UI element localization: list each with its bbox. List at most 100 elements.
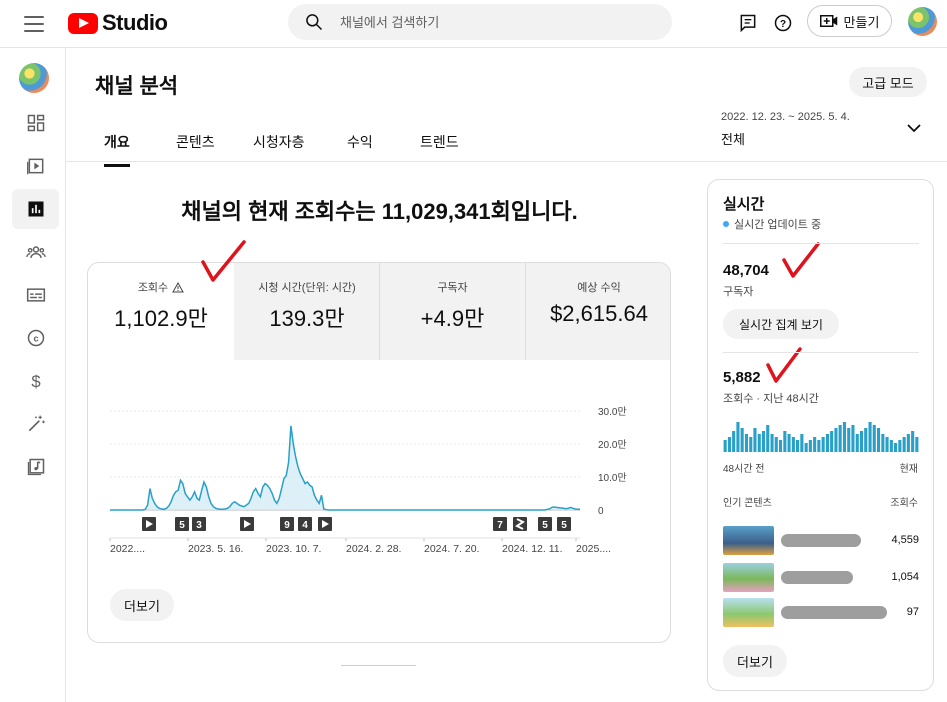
chart-marker: [538, 517, 552, 531]
studio-logo[interactable]: Studio: [68, 10, 168, 36]
x-tick-label: 2022....: [110, 543, 145, 555]
realtime-more-button[interactable]: 더보기: [723, 645, 787, 677]
realtime-bar: [766, 425, 770, 452]
realtime-bar: [868, 422, 872, 452]
tab-overview[interactable]: 개요: [104, 132, 130, 167]
y-tick-label: 0: [598, 506, 604, 517]
divider: [723, 243, 919, 244]
chart-marker: [298, 517, 312, 531]
channel-avatar[interactable]: [19, 63, 49, 93]
realtime-bar: [740, 428, 744, 452]
metric-views[interactable]: 조회수 1,102.9만: [88, 263, 234, 360]
sidebar-item-community[interactable]: [12, 232, 59, 272]
realtime-bar: [749, 437, 753, 452]
top-content-views: 1,054: [891, 571, 919, 583]
advanced-mode-button[interactable]: 고급 모드: [849, 67, 927, 97]
top-content-row[interactable]: 1,054: [723, 563, 919, 593]
annotation-check-mark: [782, 242, 820, 278]
realtime-bar: [872, 425, 876, 452]
realtime-bar: [723, 440, 727, 452]
tab-trends[interactable]: 트렌드: [420, 134, 459, 150]
realtime-card: 실시간 실시간 업데이트 중 48,704 구독자 실시간 집계 보기 5,88…: [707, 179, 934, 691]
sidebar-item-analytics[interactable]: [12, 189, 59, 229]
date-range-picker[interactable]: 2022. 12. 23. ~ 2025. 5. 4. 전체: [721, 111, 921, 148]
realtime-axis-right: 현재: [899, 464, 918, 475]
logo-text: Studio: [102, 10, 168, 35]
divider: [525, 263, 526, 360]
metric-subscribers[interactable]: 구독자 +4.9만: [380, 263, 525, 360]
realtime-bar: [783, 431, 787, 452]
y-tick-label: 30.0만: [598, 406, 627, 418]
sidebar-item-dashboard[interactable]: [12, 103, 59, 143]
realtime-bar: [894, 443, 898, 452]
sidebar-item-content[interactable]: [12, 146, 59, 186]
realtime-count-button[interactable]: 실시간 집계 보기: [723, 309, 839, 339]
chart-marker: [280, 517, 294, 531]
chart-marker-label: 7: [497, 520, 503, 531]
svg-text:$: $: [31, 372, 40, 391]
x-tick-label: 2023. 5. 16.: [188, 543, 243, 555]
more-button[interactable]: 더보기: [110, 589, 174, 621]
realtime-bar: [770, 434, 774, 452]
tab-audience[interactable]: 시청자층: [253, 134, 305, 150]
sidebar-item-subtitles[interactable]: [12, 275, 59, 315]
youtube-play-icon: [68, 12, 98, 34]
realtime-bar: [906, 434, 910, 452]
create-button[interactable]: 만들기: [807, 5, 892, 37]
top-content-row[interactable]: 97: [723, 598, 919, 628]
help-icon[interactable]: ?: [770, 10, 796, 36]
date-range-label: 전체: [721, 132, 745, 147]
sidebar-item-audio-library[interactable]: [12, 447, 59, 487]
metric-label: 조회수: [137, 282, 169, 294]
chart-marker: [192, 517, 206, 531]
divider: [723, 352, 919, 353]
sidebar-item-earn[interactable]: $: [12, 361, 59, 401]
top-content-row[interactable]: 4,559: [723, 526, 919, 556]
community-icon: [25, 246, 46, 258]
x-tick-label: 2024. 2. 28.: [346, 543, 401, 555]
top-content-label: 인기 콘텐츠: [723, 498, 772, 509]
realtime-bar: [808, 440, 812, 452]
chart-marker-label: 5: [542, 520, 548, 531]
realtime-bar: [736, 422, 740, 452]
tab-content[interactable]: 콘텐츠: [176, 134, 215, 150]
metric-value: 1,102.9만: [114, 306, 208, 331]
audio-library-icon: [27, 458, 44, 476]
menu-icon[interactable]: [22, 12, 46, 36]
metric-watch-time[interactable]: 시청 시간(단위: 시간) 139.3만: [234, 263, 380, 360]
chart-marker: [557, 517, 571, 531]
series-area: [110, 425, 580, 510]
realtime-views-label: 조회수 · 지난 48시간: [723, 393, 819, 405]
top-content-metric: 조회수: [890, 498, 918, 509]
realtime-bar: [911, 431, 915, 452]
divider: [379, 263, 380, 360]
metric-value: +4.9만: [420, 306, 485, 331]
realtime-bar-chart[interactable]: [723, 416, 919, 452]
account-avatar[interactable]: [908, 7, 937, 36]
feedback-icon[interactable]: [735, 10, 761, 36]
sidebar-item-customization[interactable]: [12, 404, 59, 444]
realtime-bar: [821, 437, 825, 452]
metric-revenue[interactable]: 예상 수익 $2,615.64: [526, 263, 670, 360]
tab-revenue[interactable]: 수익: [347, 134, 373, 150]
realtime-bar: [864, 428, 868, 452]
chart-marker-label: 4: [302, 520, 308, 531]
realtime-bar: [851, 425, 855, 452]
x-tick-label: 2023. 10. 7.: [266, 543, 321, 555]
realtime-bar: [885, 437, 889, 452]
realtime-bar: [881, 434, 885, 452]
search-bar[interactable]: [288, 4, 672, 40]
search-input[interactable]: [340, 14, 640, 30]
realtime-bar: [744, 434, 748, 452]
realtime-bar: [732, 431, 736, 452]
sidebar-item-copyright[interactable]: c: [12, 318, 59, 358]
y-tick-label: 20.0만: [598, 439, 627, 451]
svg-text:?: ?: [780, 19, 786, 30]
dashboard-icon: [27, 114, 44, 132]
live-status: 실시간 업데이트 중: [723, 216, 821, 232]
y-tick-label: 10.0만: [598, 472, 627, 484]
magic-wand-icon: [28, 415, 45, 432]
top-bar: Studio ? 만들기: [0, 0, 947, 48]
realtime-bar: [825, 434, 829, 452]
